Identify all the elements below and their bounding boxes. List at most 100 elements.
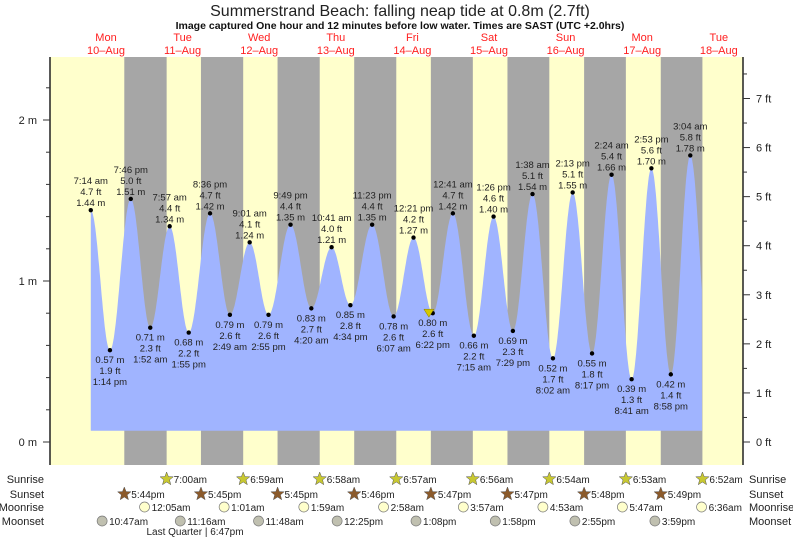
tide-label-ft: 4.4 ft [280, 202, 301, 213]
moon-phase-label: Last Quarter | 6:47pm [146, 527, 243, 538]
tide-point [550, 356, 556, 361]
day-date: 11–Aug [164, 45, 201, 57]
tide-point [491, 214, 496, 219]
tide-label-m: 1.42 m [196, 201, 225, 212]
tide-label-m: 0.85 m [336, 310, 365, 321]
tide-point [227, 312, 233, 318]
sunset-time: 5:47pm [438, 490, 471, 501]
tide-point [530, 191, 535, 197]
tide-point [510, 328, 516, 334]
tide-label-time: 9:49 pm [273, 191, 307, 202]
day-date: 17–Aug [623, 45, 661, 57]
moonrise-moon-icon [537, 501, 549, 513]
chart-title: Summerstrand Beach: falling neap tide at… [210, 3, 590, 20]
tide-label-time: 8:36 pm [193, 179, 227, 190]
day-name: Tue [710, 32, 729, 44]
sunset-time: 5:48pm [591, 490, 624, 501]
tide-label-m: 0.66 m [459, 341, 488, 352]
moonset-moon-icon [331, 515, 343, 527]
tide-point [391, 314, 396, 319]
tide-point [450, 211, 456, 216]
tide-label-ft: 5.1 ft [562, 169, 583, 180]
tide-label-ft: 5.8 ft [680, 132, 701, 143]
right-tick-label: 4 ft [756, 241, 771, 253]
day-date: 10–Aug [87, 45, 125, 57]
sunset-star-icon [576, 486, 592, 501]
tide-point [148, 325, 153, 330]
day-date: 12–Aug [240, 45, 278, 57]
tide-point [167, 224, 172, 229]
sunrise-time: 6:59am [250, 475, 283, 486]
tide-label-m: 0.42 m [656, 379, 685, 390]
left-tick-label: 2 m [19, 115, 37, 127]
sunrise-star-icon [695, 471, 710, 486]
tide-label-m: 1.27 m [399, 226, 428, 237]
tide-point [649, 166, 654, 171]
tide-label-m: 0.80 m [418, 318, 447, 329]
sunset-time: 5:45pm [208, 490, 241, 501]
tide-label-time: 4:20 am [294, 335, 328, 346]
tide-point [668, 372, 674, 377]
moonset-time: 11:16am [187, 517, 225, 528]
tide-label-time: 9:01 am [233, 208, 267, 219]
tide-label-m: 1.42 m [438, 201, 467, 212]
day-name: Wed [248, 32, 270, 44]
sunset-star-icon [346, 486, 362, 501]
moonset-moon-icon [569, 515, 581, 527]
tide-label-time: 3:04 am [673, 121, 707, 132]
sunset-star-icon [116, 486, 132, 501]
tide-label-m: 0.68 m [174, 338, 203, 349]
tide-point [247, 240, 252, 245]
tide-label-m: 0.39 m [617, 384, 646, 395]
tide-label-time: 4:34 pm [333, 332, 367, 343]
day-date: 16–Aug [547, 45, 585, 57]
tide-label-time: 1:38 am [515, 160, 549, 171]
tide-label-ft: 1.8 ft [581, 369, 602, 380]
moonrise-time: 5:47am [629, 503, 662, 514]
sunrise-time: 6:53am [633, 475, 666, 486]
tide-point [471, 333, 477, 338]
moonrise-time: 4:53am [550, 503, 583, 514]
day-name: Fri [406, 32, 419, 44]
tide-label-m: 1.35 m [276, 213, 305, 224]
moonset-time: 11:48am [266, 517, 304, 528]
tide-label-time: 2:49 am [213, 342, 247, 353]
right-tick-label: 0 ft [756, 437, 771, 449]
tide-point [589, 351, 595, 356]
tide-label-ft: 4.7 ft [199, 190, 220, 201]
tide-label-time: 12:21 pm [394, 204, 434, 215]
tide-label-ft: 1.3 ft [621, 395, 642, 406]
tide-label-ft: 4.1 ft [239, 219, 260, 230]
sunset-time: 5:49pm [668, 490, 701, 501]
tide-label-time: 8:41 am [614, 406, 648, 417]
tide-point [88, 207, 93, 213]
tide-label-ft: 4.4 ft [362, 202, 383, 213]
tide-label-time: 2:55 pm [251, 342, 285, 353]
tide-label-ft: 2.6 ft [258, 331, 279, 342]
tide-point [266, 312, 271, 318]
day-date: 18–Aug [700, 45, 738, 57]
tide-extremes: 7:14 am4.7 ft1.44 m0.57 m1.9 ft1:14 pm7:… [74, 121, 708, 417]
moonset-moon-icon [253, 515, 264, 527]
current-tide-marker [423, 308, 435, 318]
sunrise-star-icon [312, 471, 328, 486]
tide-label-time: 8:58 pm [654, 401, 688, 412]
tide-label-ft: 5.0 ft [120, 176, 141, 187]
tide-label-m: 0.55 m [578, 358, 607, 369]
sunset-star-icon [423, 486, 439, 501]
tide-label-ft: 2.6 ft [422, 329, 443, 340]
tide-point [207, 211, 213, 216]
tide-point [288, 222, 293, 227]
sunrise-time: 6:56am [480, 475, 513, 486]
tide-label-time: 7:29 pm [496, 358, 530, 369]
sunset-star-icon [270, 486, 285, 501]
sunrise-star-icon [465, 471, 481, 486]
tide-label-ft: 4.6 ft [483, 194, 504, 205]
chart-subtitle: Image captured One hour and 12 minutes b… [176, 20, 625, 32]
day-name: Mon [95, 32, 116, 44]
sunset-time: 5:45pm [285, 490, 318, 501]
tide-point [309, 306, 314, 311]
almanac: Sunrise Sunrise 7:00am 6:59am 6:58am 6:57am 6:… [0, 471, 793, 538]
tide-label-ft: 2.2 ft [463, 352, 484, 363]
day-date: 14–Aug [393, 45, 431, 57]
